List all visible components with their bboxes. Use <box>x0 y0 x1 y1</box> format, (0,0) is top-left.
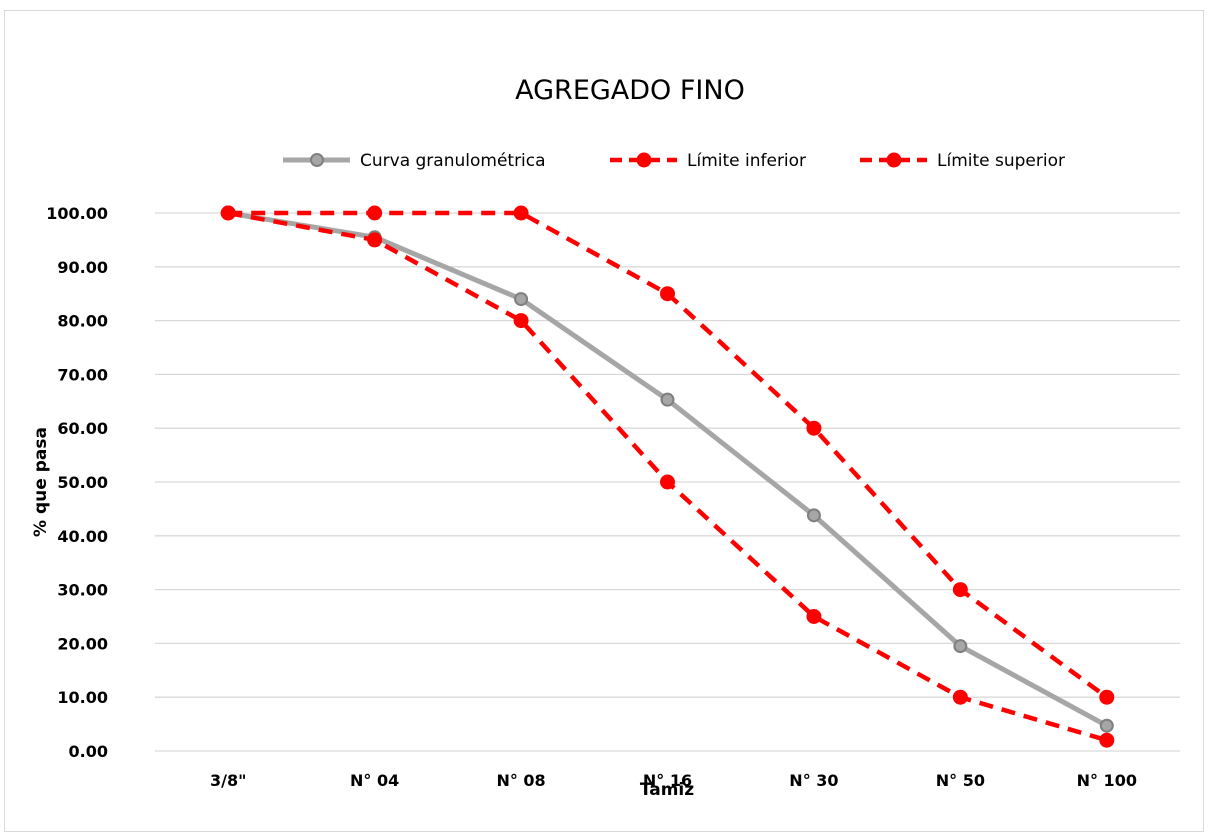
data-point <box>660 286 675 302</box>
legend-marker <box>310 153 324 167</box>
legend-label: Límite superior <box>937 151 1065 171</box>
y-tick-label: 100.00 <box>46 204 108 223</box>
x-tick-labels: 3/8" N° 04 N° 08 N° 16 N° 30 N° 50 N° 100 <box>210 771 1137 790</box>
x-axis-title: Tamiz <box>640 780 694 800</box>
x-tick-label: 3/8" <box>210 771 246 790</box>
legend-marker <box>886 152 902 168</box>
y-tick-label: 90.00 <box>57 258 108 277</box>
x-tick-label: N° 16 <box>643 771 692 790</box>
y-tick-label: 70.00 <box>57 365 108 384</box>
y-tick-label: 60.00 <box>57 419 108 438</box>
legend-entry: Límite superior <box>860 151 1065 171</box>
data-point <box>513 313 529 329</box>
x-tick-label: N° 30 <box>789 771 838 790</box>
y-tick-labels: 0.00 10.00 20.00 30.00 40.00 50.00 60.00 70.00 8… <box>46 204 108 761</box>
y-tick-label: 40.00 <box>57 527 108 546</box>
y-tick-label: 20.00 <box>57 634 108 653</box>
legend-label: Límite inferior <box>687 151 806 171</box>
chart-frame <box>4 10 1204 832</box>
data-point <box>806 420 822 436</box>
series-lines <box>220 205 1115 748</box>
data-point <box>1099 718 1114 733</box>
y-tick-label: 80.00 <box>57 312 108 331</box>
data-point <box>220 205 236 221</box>
y-tick-label: 50.00 <box>57 473 108 492</box>
data-point <box>513 205 529 221</box>
data-point <box>514 292 529 307</box>
x-tick-label: N° 04 <box>350 771 399 790</box>
x-tick-label: N° 50 <box>936 771 985 790</box>
data-point <box>806 508 821 523</box>
data-point <box>1099 689 1115 705</box>
data-point <box>952 582 968 598</box>
series-0 <box>221 206 1114 733</box>
y-tick-label: 10.00 <box>57 688 108 707</box>
data-point <box>367 232 383 248</box>
x-tick-label: N° 08 <box>496 771 545 790</box>
series-line <box>228 210 1109 700</box>
data-point <box>660 474 675 490</box>
gridlines <box>155 212 1180 752</box>
data-point <box>1099 732 1115 748</box>
legend-label: Curva granulométrica <box>360 151 546 171</box>
y-axis-title: % que pasa <box>31 427 51 537</box>
legend: Curva granulométrica Límite inferior Límit… <box>283 151 1065 171</box>
y-tick-label: 0.00 <box>69 742 108 761</box>
data-point <box>806 609 822 624</box>
legend-entry: Límite inferior <box>610 151 806 171</box>
y-tick-label: 30.00 <box>57 581 108 600</box>
data-point <box>953 639 968 654</box>
chart-title: AGREGADO FINO <box>515 75 745 106</box>
data-point <box>952 689 968 705</box>
series-2 <box>220 205 1115 705</box>
data-point <box>367 205 383 221</box>
data-point <box>660 392 675 407</box>
x-tick-label: N° 100 <box>1077 771 1137 790</box>
legend-marker <box>636 152 652 168</box>
legend-entry: Curva granulométrica <box>283 151 546 171</box>
